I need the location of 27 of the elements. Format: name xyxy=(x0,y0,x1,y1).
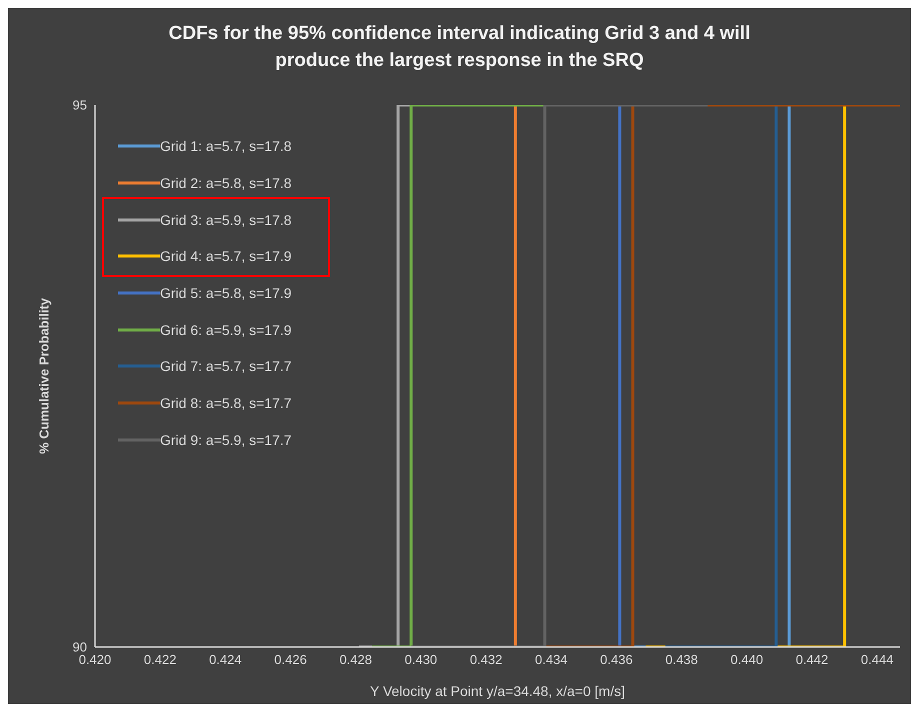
legend-label: Grid 7: a=5.7, s=17.7 xyxy=(160,358,292,374)
x-tick-label: 0.434 xyxy=(535,652,568,668)
x-tick-label: 0.422 xyxy=(144,652,176,668)
y-axis-title: % Cumulative Probability xyxy=(36,298,52,454)
y-tick-label: 90 xyxy=(72,640,87,655)
legend-label: Grid 9: a=5.9, s=17.7 xyxy=(160,432,292,448)
x-tick-label: 0.440 xyxy=(730,652,764,668)
x-tick-label: 0.432 xyxy=(470,652,502,668)
legend-label: Grid 4: a=5.7, s=17.9 xyxy=(160,248,292,264)
x-tick-label: 0.424 xyxy=(209,652,242,668)
x-tick-label: 0.438 xyxy=(665,652,698,668)
legend-label: Grid 6: a=5.9, s=17.9 xyxy=(160,322,292,338)
x-tick-label: 0.430 xyxy=(404,652,438,668)
y-tick-label: 95 xyxy=(72,98,87,113)
x-tick-label: 0.428 xyxy=(339,652,372,668)
x-tick-label: 0.420 xyxy=(78,652,112,668)
chart-title: CDFs for the 95% confidence interval indicating Grid 3 and 4 will produce the largest response in the SRQ xyxy=(168,22,752,73)
legend-label: Grid 1: a=5.7, s=17.8 xyxy=(160,138,292,154)
x-tick-label: 0.436 xyxy=(600,652,633,668)
x-tick-label: 0.426 xyxy=(274,652,307,668)
legend-label: Grid 2: a=5.8, s=17.8 xyxy=(160,175,292,192)
legend-label: Grid 8: a=5.8, s=17.7 xyxy=(160,395,292,412)
x-tick-label: 0.444 xyxy=(860,652,894,668)
x-axis-title: Y Velocity at Point y/a=34.48, x/a=0 [m/s] xyxy=(368,683,626,699)
x-tick-label: 0.442 xyxy=(796,652,828,668)
legend-label: Grid 5: a=5.8, s=17.9 xyxy=(160,285,292,302)
legend-label: Grid 3: a=5.9, s=17.8 xyxy=(160,212,292,228)
